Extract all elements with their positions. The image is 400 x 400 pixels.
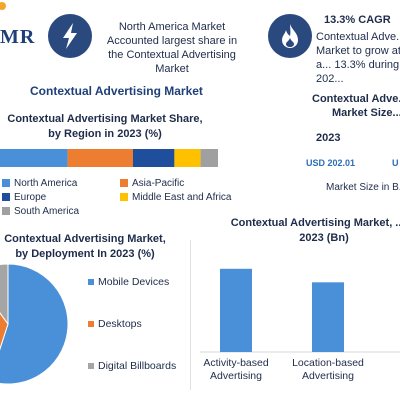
region-segment-north-america — [0, 149, 68, 167]
legend-label: North America — [14, 178, 78, 189]
logo: MR — [0, 0, 44, 52]
legend-swatch — [2, 207, 10, 216]
legend-label: Middle East and Africa — [132, 192, 232, 203]
cagr-title: 13.3% CAGR — [324, 14, 391, 26]
pie-legend-item-digital-billboards: Digital Billboards — [88, 360, 176, 372]
region-segment-middle-east-and-africa — [174, 149, 201, 167]
legend-item-europe: Europe — [2, 192, 46, 203]
logo-dot-icon — [0, 2, 6, 10]
size-value-2: U — [392, 158, 399, 168]
legend-item-asia-pacific: Asia-Pacific — [120, 178, 184, 189]
type-bar-chart: Activity-basedAdvertisingLocation-basedA… — [200, 268, 400, 382]
bar-location-based-advertising — [312, 282, 344, 352]
legend-item-south-america: South America — [2, 206, 79, 217]
legend-swatch — [120, 179, 128, 188]
deployment-pie — [0, 263, 69, 385]
pie-legend-item-mobile-devices: Mobile Devices — [88, 276, 169, 288]
region-stacked-bar — [0, 149, 218, 167]
legend-label: Asia-Pacific — [132, 178, 185, 189]
lightning-icon — [48, 14, 92, 58]
legend-swatch — [88, 279, 94, 286]
legend-swatch — [88, 321, 94, 328]
region-chart-title: Contextual Advertising Market Share, by … — [7, 113, 203, 140]
legend-item-north-america: North America — [2, 178, 77, 189]
region-segment-europe — [132, 149, 175, 167]
size-value: USD 202.01 — [306, 158, 356, 168]
legend-swatch — [2, 193, 10, 202]
size-title-line1: Contextual Adve... — [312, 93, 400, 105]
pie-slice-digital-billboards — [0, 263, 9, 326]
size-title-line2: Market Size... — [332, 107, 400, 119]
size-footer: Market Size in B... — [326, 182, 400, 193]
bar-activity-based-advertising — [220, 268, 252, 352]
legend-label: Digital Billboards — [98, 360, 177, 372]
type-chart-title: Contextual Advertising Market, ... in 20… — [230, 217, 400, 244]
legend-label: South America — [14, 206, 80, 217]
legend-label: Desktops — [98, 318, 142, 330]
legend-item-middle-east-and-africa: Middle East and Africa — [120, 192, 232, 203]
tick-label-location-based-advertising-1: Advertising — [302, 370, 354, 382]
region-segment-asia-pacific — [67, 149, 133, 167]
legend-swatch — [88, 363, 94, 370]
tick-label-activity-based-advertising-1: Advertising — [210, 370, 262, 382]
legend-label: Europe — [14, 192, 47, 203]
north-america-info: North America Market Accounted largest s… — [106, 21, 238, 75]
lightning-icon-svg — [63, 23, 77, 49]
cagr-info: Contextual Adve... Market to grow at a..… — [316, 31, 400, 85]
legend-swatch — [2, 179, 10, 188]
legend-swatch — [120, 193, 128, 202]
flame-icon-svg — [282, 24, 298, 48]
tick-label-location-based-advertising-0: Location-based — [292, 357, 364, 369]
legend-label: Mobile Devices — [98, 276, 170, 288]
deployment-chart-title: Contextual Advertising Market, by Deploy… — [4, 233, 166, 260]
divider — [190, 240, 191, 390]
flame-icon — [268, 14, 312, 58]
tick-label-activity-based-advertising-0: Activity-based — [203, 357, 269, 369]
size-year: 2023 — [316, 132, 341, 144]
logo-text: MR — [0, 26, 36, 48]
region-segment-south-america — [200, 149, 218, 167]
main-title: Contextual Advertising Market — [30, 84, 203, 98]
pie-legend-item-desktops: Desktops — [88, 318, 142, 330]
pie-slice-mobile-devices — [0, 263, 69, 385]
